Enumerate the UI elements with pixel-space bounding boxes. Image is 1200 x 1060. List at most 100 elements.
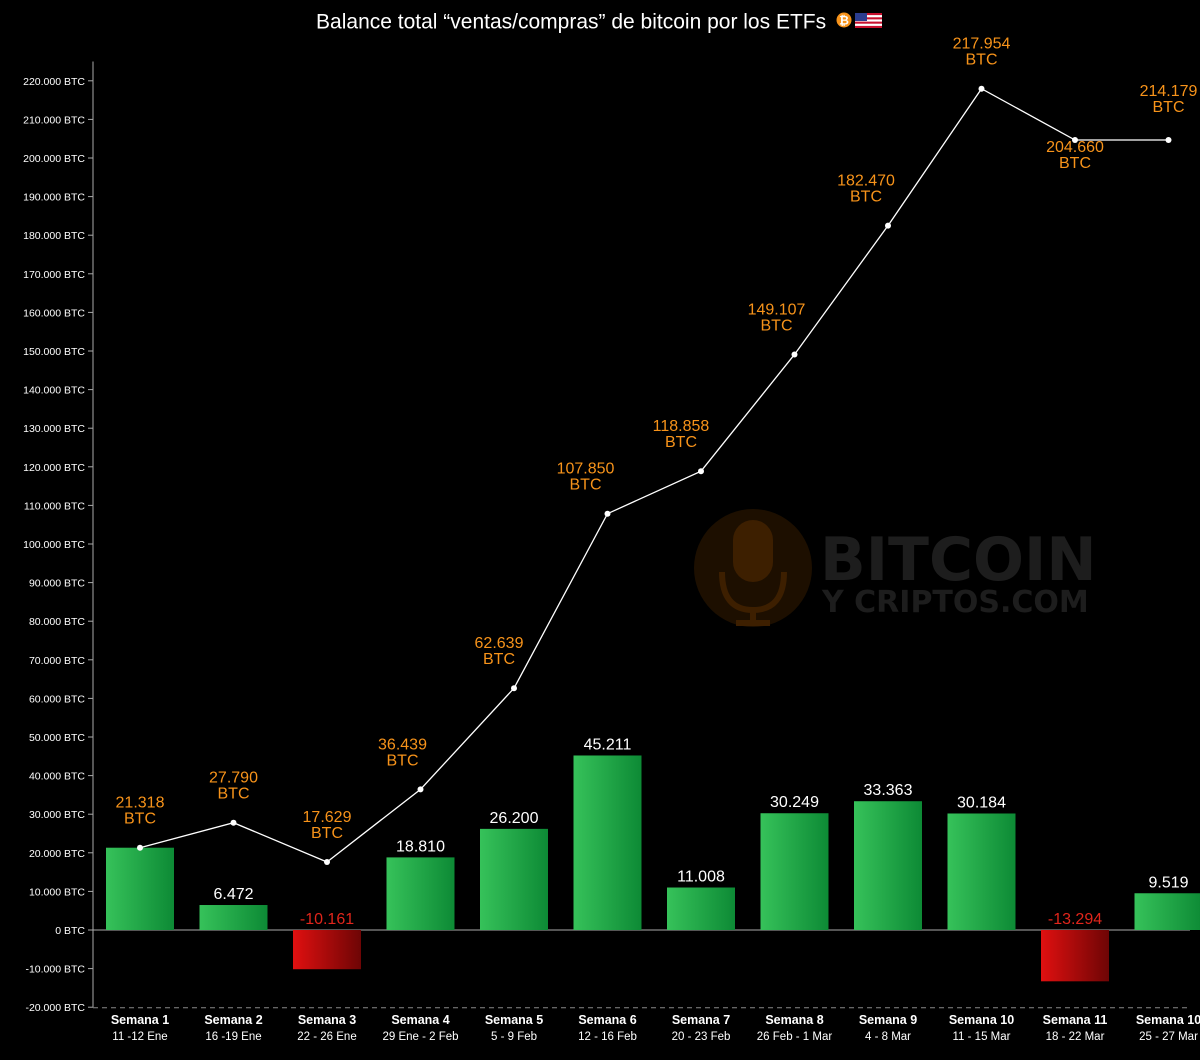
- line-layer: [137, 85, 1172, 865]
- bar-value-label: 11.008: [677, 869, 725, 886]
- watermark-line1: BITCOIN: [820, 525, 1097, 595]
- chart-title: Balance total “ventas/compras” de bitcoi…: [0, 10, 1200, 36]
- y-tick-label: 140.000 BTC: [23, 385, 85, 397]
- category-week-label: Semana 6: [578, 1013, 636, 1027]
- category-week-label: Semana 10: [949, 1013, 1014, 1027]
- bitcoin-coin-icon: ₿: [836, 12, 852, 28]
- line-value-text: 118.858: [653, 418, 710, 435]
- line-unit-text: BTC: [387, 752, 419, 769]
- category-date-label: 4 - 8 Mar: [865, 1031, 911, 1043]
- positive-bar: [1134, 893, 1200, 930]
- category-week-label: Semana 11: [1043, 1013, 1108, 1027]
- bar-value-label: 30.184: [957, 794, 1006, 811]
- line-unit-text: BTC: [1059, 155, 1091, 172]
- line-value-text: 182.470: [837, 173, 895, 190]
- category-date-label: 16 -19 Ene: [205, 1031, 261, 1043]
- line-unit-text: BTC: [218, 786, 250, 803]
- line-unit-text: BTC: [665, 434, 697, 451]
- category-date-label: 11 -12 Ene: [112, 1031, 167, 1043]
- category-week-label: Semana 8: [765, 1013, 823, 1027]
- y-tick-label: 70.000 BTC: [29, 655, 85, 667]
- watermark: BITCOIN Y CRIPTOS.COM: [694, 509, 1097, 627]
- positive-bar: [854, 801, 922, 930]
- line-point: [604, 510, 611, 517]
- svg-text:₿: ₿: [839, 14, 849, 28]
- category-date-label: 11 - 15 Mar: [953, 1031, 1011, 1043]
- y-tick-label: 170.000 BTC: [23, 269, 85, 281]
- line-unit-text: BTC: [1153, 99, 1185, 116]
- category-date-label: 12 - 16 Feb: [578, 1031, 637, 1043]
- category-date-label: 26 Feb - 1 Mar: [757, 1031, 833, 1043]
- bar-value-label: -13.294: [1048, 911, 1102, 928]
- line-unit-text: BTC: [966, 52, 998, 69]
- line-point: [417, 786, 424, 793]
- y-tick-label: 0 BTC: [55, 925, 85, 937]
- category-week-label: Semana 1: [111, 1013, 169, 1027]
- category-date-label: 25 - 27 Mar: [1139, 1031, 1198, 1043]
- y-tick-label: -20.000 BTC: [25, 1002, 85, 1014]
- positive-bar: [947, 813, 1016, 930]
- negative-bar: [1041, 930, 1109, 982]
- y-tick-label: 180.000 BTC: [23, 230, 85, 242]
- y-tick-label: 130.000 BTC: [23, 423, 85, 435]
- category-week-label: Semana 5: [485, 1013, 543, 1027]
- bar-value-label: 30.249: [770, 794, 819, 811]
- line-value-text: 204.660: [1046, 139, 1104, 156]
- watermark-line2: Y CRIPTOS.COM: [821, 585, 1089, 620]
- y-tick-label: 60.000 BTC: [29, 693, 85, 705]
- line-value-text: 214.179: [1140, 83, 1198, 100]
- y-tick-label: 150.000 BTC: [23, 346, 85, 358]
- y-tick-label: 30.000 BTC: [29, 809, 85, 821]
- bar-value-label: 9.519: [1148, 874, 1188, 891]
- line-point: [791, 351, 798, 358]
- y-tick-label: -10.000 BTC: [25, 964, 85, 976]
- bar-value-label: 45.211: [584, 736, 632, 753]
- line-value-text: 107.850: [557, 461, 615, 478]
- title-icons-svg: ₿: [836, 12, 882, 28]
- label-layer: 6.472 -10.161 18.810 26.200 45.211 11.008 30.2…: [116, 36, 1198, 928]
- bitcoin-microphone-icon: [694, 509, 812, 627]
- bar-value-label: 6.472: [213, 886, 253, 903]
- y-tick-label: 100.000 BTC: [23, 539, 85, 551]
- y-tick-label: 160.000 BTC: [23, 307, 85, 319]
- category-week-label: Semana 9: [859, 1013, 917, 1027]
- line-value-text: 217.954: [953, 36, 1011, 53]
- line-point: [1072, 137, 1078, 144]
- line-point: [324, 858, 330, 865]
- bar-layer: [106, 755, 1200, 982]
- category-date-label: 20 - 23 Feb: [672, 1031, 731, 1043]
- line-point: [137, 844, 143, 851]
- us-flag-icon: [854, 13, 882, 28]
- positive-bar: [760, 813, 829, 930]
- y-tick-label: 220.000 BTC: [23, 76, 85, 88]
- y-tick-label: 190.000 BTC: [23, 192, 85, 204]
- chart-title-text: Balance total “ventas/compras” de bitcoi…: [316, 10, 827, 34]
- category-date-label: 29 Ene - 2 Feb: [382, 1031, 458, 1043]
- bar-value-label: 33.363: [864, 782, 913, 799]
- line-point: [698, 468, 704, 475]
- positive-bar: [480, 828, 548, 930]
- y-tick-label: 200.000 BTC: [23, 153, 85, 165]
- positive-bar: [106, 847, 174, 930]
- cumulative-line: [139, 87, 1169, 863]
- line-point: [978, 85, 985, 92]
- line-unit-text: BTC: [761, 317, 793, 334]
- y-tick-label: 20.000 BTC: [29, 848, 85, 860]
- line-value-text: 17.629: [303, 809, 352, 826]
- line-value-text: 27.790: [209, 770, 258, 787]
- line-point: [885, 222, 891, 229]
- bar-value-label: 26.200: [490, 810, 539, 827]
- title-icons: ₿: [836, 10, 884, 36]
- y-tick-label: 80.000 BTC: [29, 616, 85, 628]
- line-unit-text: BTC: [483, 651, 515, 668]
- negative-bar: [293, 930, 361, 970]
- line-unit-text: BTC: [850, 189, 882, 206]
